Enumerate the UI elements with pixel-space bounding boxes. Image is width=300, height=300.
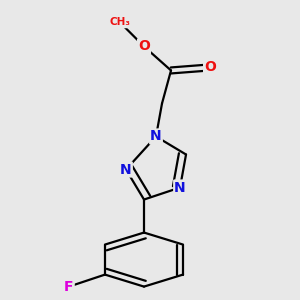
Text: N: N (120, 163, 132, 176)
Text: CH₃: CH₃ (110, 17, 130, 27)
Text: N: N (174, 181, 186, 194)
Text: O: O (138, 39, 150, 53)
Text: F: F (64, 280, 74, 294)
Text: O: O (204, 60, 216, 74)
Text: N: N (150, 130, 162, 143)
